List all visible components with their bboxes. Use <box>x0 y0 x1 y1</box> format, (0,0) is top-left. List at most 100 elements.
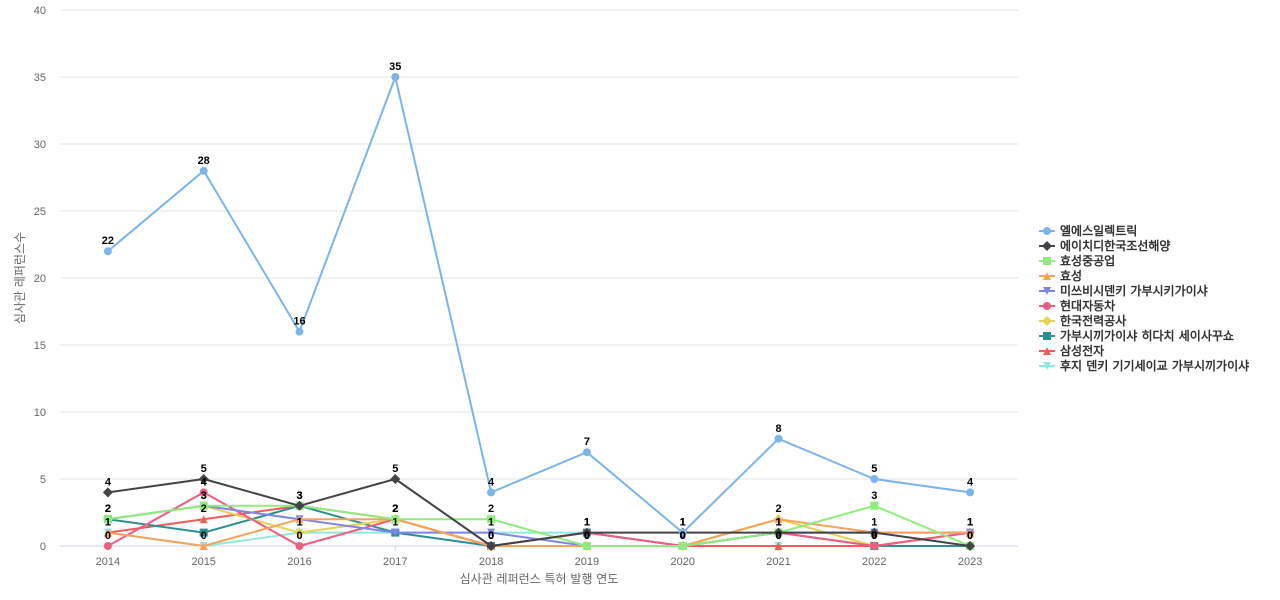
legend-item-series-9[interactable]: 삼성전자 <box>1039 343 1104 358</box>
series-10-data-label: 1 <box>296 517 302 529</box>
y-tick-label: 15 <box>34 340 46 352</box>
series-2-point[interactable] <box>773 527 784 538</box>
series-1-point[interactable] <box>774 434 783 443</box>
series-3-point[interactable] <box>582 542 591 550</box>
series-1-point[interactable] <box>870 475 879 483</box>
series-9-data-label: 2 <box>201 503 207 515</box>
legend-label: 삼성전자 <box>1060 343 1104 358</box>
series-7-point[interactable] <box>294 527 305 538</box>
series-1-group <box>103 73 975 537</box>
series-2-data-label: 5 <box>201 463 207 475</box>
series-2-point[interactable] <box>198 474 209 484</box>
series-3-point[interactable] <box>391 515 400 524</box>
series-3-data-label: 3 <box>201 490 207 502</box>
series-9-data-label: 0 <box>584 530 590 542</box>
series-8-point[interactable] <box>199 528 208 537</box>
series-3-point[interactable] <box>199 501 208 510</box>
legend-label: 효성 <box>1060 269 1082 283</box>
legend-item-series-6[interactable]: 현대자동차 <box>1039 298 1115 313</box>
series-2-point[interactable] <box>102 487 113 498</box>
series-4-point[interactable] <box>199 542 208 550</box>
series-7-data-label: 0 <box>488 530 494 542</box>
series-1-data-label: 22 <box>102 235 114 247</box>
y-tick-label: 35 <box>34 72 46 84</box>
series-6-data-label: 2 <box>392 503 398 515</box>
series-4-point[interactable] <box>966 528 975 537</box>
series-6-point[interactable] <box>870 542 879 550</box>
series-3-point[interactable] <box>870 501 879 510</box>
series-4-point[interactable] <box>103 528 112 537</box>
x-tick-label: 2019 <box>575 556 599 568</box>
series-10-data-label: 0 <box>775 530 781 542</box>
series-5-point[interactable] <box>391 528 400 537</box>
series-3-point[interactable] <box>678 542 687 550</box>
series-1-data-label: 5 <box>871 463 877 475</box>
series-2-point[interactable] <box>390 474 401 484</box>
legend-item-series-5[interactable]: 미쓰비시덴키 가부시키가이샤 <box>1039 283 1208 298</box>
legend-item-series-2[interactable]: 에이치디한국조선해양 <box>1039 238 1170 253</box>
series-2-point[interactable] <box>965 541 976 551</box>
series-10-data-label: 1 <box>105 517 111 529</box>
series-1-data-label: 16 <box>293 316 305 328</box>
series-6-point[interactable] <box>199 488 208 497</box>
x-axis-title: 심사관 레퍼런스 특허 발행 연도 <box>460 571 619 586</box>
series-3-data-label: 0 <box>680 530 686 542</box>
series-1-point[interactable] <box>103 247 112 256</box>
series-7-data-label: 0 <box>871 530 877 542</box>
series-2-data-label: 1 <box>871 517 877 529</box>
series-3-point[interactable] <box>487 515 496 524</box>
series-2-point[interactable] <box>581 527 592 538</box>
series-4-line <box>107 518 971 547</box>
series-1-data-label: 4 <box>488 476 495 488</box>
series-1-point[interactable] <box>678 528 687 537</box>
legend-item-series-8[interactable]: 가부시끼가이샤 히다치 세이사꾸쇼 <box>1039 328 1234 343</box>
x-tick-label: 2020 <box>670 556 694 568</box>
series-3-data-label: 0 <box>967 530 973 542</box>
series-7-data-label: 2 <box>105 503 111 515</box>
series-1-data-label: 4 <box>967 476 974 488</box>
series-3-line <box>107 504 971 547</box>
series-2-point[interactable] <box>294 500 305 511</box>
series-9-data-label: 1 <box>967 517 973 529</box>
series-2-data-label: 0 <box>488 530 494 542</box>
series-1-point[interactable] <box>391 73 400 81</box>
series-5-point[interactable] <box>487 528 496 537</box>
series-1-data-label: 8 <box>775 423 781 435</box>
series-4-point[interactable] <box>295 515 304 524</box>
series-6-data-label: 0 <box>105 530 111 542</box>
legend-item-series-1[interactable]: 엘에스일렉트릭 <box>1039 223 1137 238</box>
series-9-point[interactable] <box>199 515 208 524</box>
y-tick-label: 20 <box>34 273 46 285</box>
series-3-data-label: 0 <box>584 530 590 542</box>
series-3-data-label: 2 <box>488 503 494 515</box>
legend-item-series-4[interactable]: 효성 <box>1039 269 1082 283</box>
series-3-data-label: 3 <box>871 490 877 502</box>
series-1-point[interactable] <box>487 488 496 497</box>
y-tick-label: 25 <box>34 206 46 218</box>
series-4-point[interactable] <box>774 515 783 524</box>
series-1-point[interactable] <box>966 488 975 497</box>
series-6-data-label: 1 <box>967 517 973 529</box>
series-6-point[interactable] <box>103 542 112 550</box>
legend-item-series-3[interactable]: 효성중공업 <box>1039 254 1115 268</box>
series-1-point[interactable] <box>582 448 591 457</box>
series-2-data-label: 0 <box>967 530 973 542</box>
series-10-data-label: 1 <box>392 517 398 529</box>
x-tick-label: 2014 <box>96 556 120 568</box>
legend-item-series-7[interactable]: 한국전력공사 <box>1039 313 1126 328</box>
legend-marker-icon <box>1043 272 1051 280</box>
x-axis-ticks: 2014 2015 2016 2017 2018 2019 2020 2021 2022 2023 <box>96 546 982 568</box>
series-1-point[interactable] <box>295 327 304 336</box>
series-3-point[interactable] <box>103 515 112 524</box>
series-2-point[interactable] <box>486 541 497 551</box>
legend-item-series-10[interactable]: 후지 덴키 기기세이교 가부시끼가이샤 <box>1039 358 1249 373</box>
series-9-data-label: 0 <box>775 530 781 542</box>
legend-label: 엘에스일렉트릭 <box>1060 223 1137 238</box>
series-9-point[interactable] <box>774 542 783 550</box>
series-2-point[interactable] <box>869 527 880 538</box>
series-1-point[interactable] <box>199 166 208 175</box>
y-tick-label: 0 <box>40 541 46 553</box>
series-6-point[interactable] <box>295 542 304 550</box>
